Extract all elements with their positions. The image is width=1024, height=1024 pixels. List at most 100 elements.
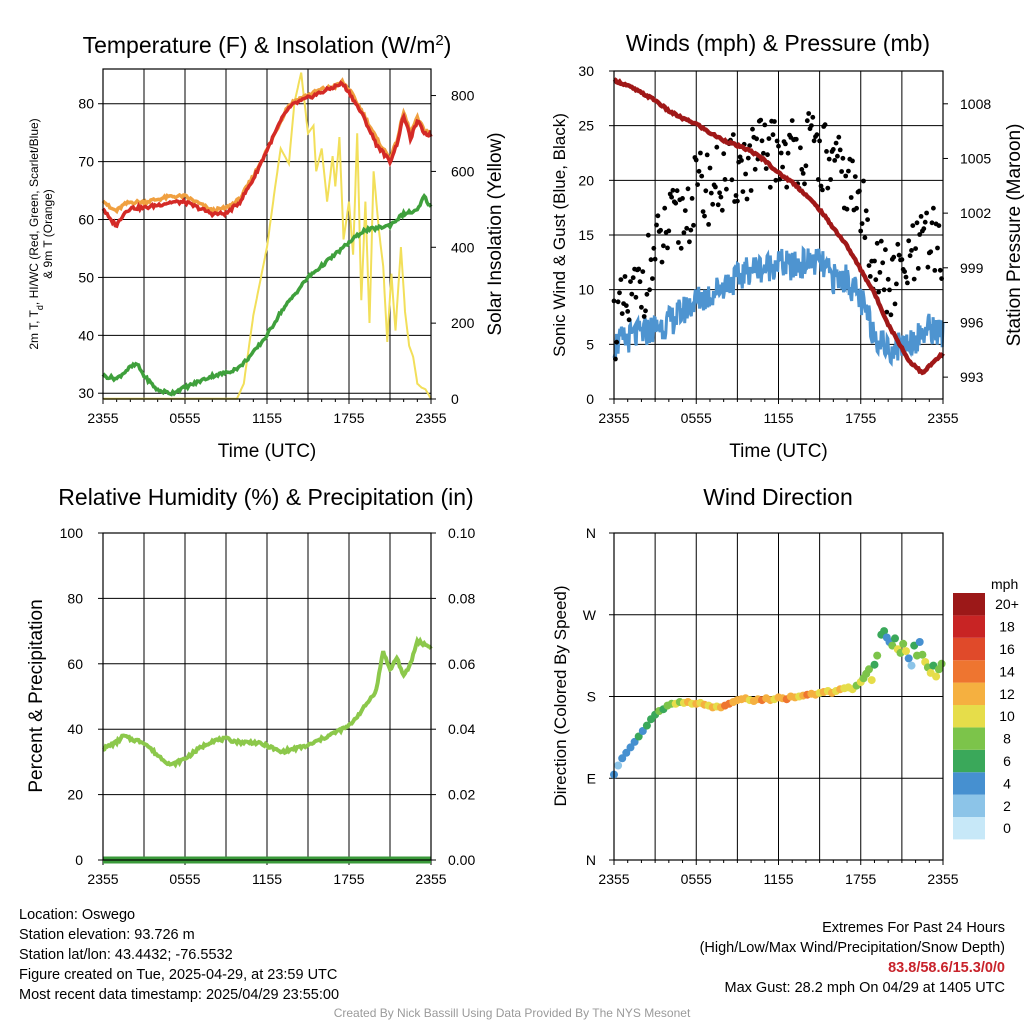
colorbar-swatch xyxy=(953,727,985,750)
chart-title: Wind Direction xyxy=(703,484,853,510)
gust-point xyxy=(743,171,748,177)
gust-point xyxy=(623,303,629,308)
gust-point xyxy=(637,279,643,285)
gust-point xyxy=(937,267,943,273)
y2-tick-label: 0 xyxy=(451,391,459,407)
gust-point xyxy=(747,143,753,149)
gust-point xyxy=(745,155,751,161)
gust-point xyxy=(647,287,652,293)
station-info: Location: Oswego Station elevation: 93.7… xyxy=(19,905,339,1005)
gust-point xyxy=(932,268,938,273)
x-tick-label: 1755 xyxy=(845,871,876,887)
gust-point xyxy=(762,122,768,128)
figure-created: Figure created on Tue, 2025-04-29, at 23… xyxy=(19,967,338,983)
gust-point xyxy=(911,276,917,282)
gust-point xyxy=(885,276,891,282)
gust-point xyxy=(852,174,858,180)
gust-point xyxy=(826,156,832,162)
x-tick-label: 1755 xyxy=(333,871,364,887)
y2-axis-label: Solar Insolation (Yellow) xyxy=(485,132,506,335)
gust-point xyxy=(840,155,846,161)
x-tick-label: 0555 xyxy=(681,871,712,887)
gust-point xyxy=(925,264,931,270)
direction-point xyxy=(618,754,627,763)
gust-point xyxy=(619,311,625,316)
y-tick-label: N xyxy=(586,525,596,541)
gust-point xyxy=(848,195,854,200)
gust-point xyxy=(884,309,890,315)
y-tick-label: 60 xyxy=(67,656,83,672)
gust-point xyxy=(866,263,872,268)
x-tick-label: 2355 xyxy=(415,871,446,887)
y-tick-label: 80 xyxy=(78,96,94,112)
x-tick-label: 0555 xyxy=(169,410,200,426)
gust-point xyxy=(936,223,942,229)
gust-point xyxy=(802,181,807,187)
extremes-subtitle: (High/Low/Max Wind/Precipitation/Snow De… xyxy=(699,940,1005,956)
recent-timestamp: Most recent data timestamp: 2025/04/29 2… xyxy=(19,987,340,1003)
direction-point xyxy=(918,650,927,659)
panel-1: 2355 0555 1155 1755 2355 Time (UTC) 30 40 50 60 70… xyxy=(27,32,506,463)
chart-title: Relative Humidity (%) & Precipitation (i… xyxy=(58,484,473,510)
direction-point xyxy=(880,627,889,636)
gust-point xyxy=(650,276,655,281)
gust-point xyxy=(680,196,685,201)
gust-point xyxy=(615,299,621,305)
y-axis-label: Percent & Precipitation xyxy=(26,599,47,792)
colorbar-label: 12 xyxy=(999,686,1015,702)
y2-tick-label: 996 xyxy=(960,314,984,330)
gust-point xyxy=(814,132,820,138)
x-tick-label: 1755 xyxy=(333,410,364,426)
gust-point xyxy=(880,260,886,266)
gust-point xyxy=(895,241,901,247)
gust-point xyxy=(744,196,750,202)
gust-point xyxy=(922,219,928,225)
gust-point xyxy=(630,275,636,281)
gust-point xyxy=(661,243,666,249)
y-tick-label: 20 xyxy=(578,172,594,188)
colorbar-swatch xyxy=(953,615,985,638)
direction-point xyxy=(867,676,876,685)
gust-point xyxy=(654,222,659,228)
gust-point xyxy=(800,171,806,176)
y2-tick-label: 600 xyxy=(451,163,475,179)
gust-point xyxy=(682,208,688,214)
colorbar-swatch xyxy=(953,593,985,616)
gust-point xyxy=(733,193,739,198)
gust-point xyxy=(696,168,702,174)
credit-line: Created By Nick Bassill Using Data Provi… xyxy=(333,1006,691,1020)
gust-point xyxy=(644,291,650,297)
y-tick-label: 40 xyxy=(78,327,94,343)
direction-point xyxy=(932,672,941,681)
gust-point xyxy=(873,277,879,283)
gust-point xyxy=(659,259,665,265)
gust-point xyxy=(828,177,833,182)
y-tick-label: S xyxy=(587,689,596,705)
gust-point xyxy=(785,150,791,156)
gust-point xyxy=(729,177,735,183)
gust-point xyxy=(867,274,873,279)
direction-point xyxy=(634,732,643,741)
gust-point xyxy=(894,281,899,287)
direction-point xyxy=(865,665,873,674)
y-tick-label: 10 xyxy=(578,282,594,298)
gust-point xyxy=(784,184,790,190)
gust-point xyxy=(735,198,740,204)
y-tick-label: 40 xyxy=(67,721,83,737)
gust-point xyxy=(765,152,770,158)
y2-tick-label: 0.06 xyxy=(448,656,475,672)
panel-2: 2355 0555 1155 1755 2355 Time (UTC) 0 5 10 15 20 25… xyxy=(550,30,1024,462)
colorbar-swatch xyxy=(953,772,985,795)
y-tick-label: 30 xyxy=(578,63,594,79)
plot-border xyxy=(102,532,432,861)
x-axis-label: Time (UTC) xyxy=(729,441,828,462)
x-tick-label: 0555 xyxy=(681,410,712,426)
gust-point xyxy=(761,150,766,156)
gust-point xyxy=(669,194,674,200)
gust-point xyxy=(625,309,631,314)
y2-tick-label: 0.08 xyxy=(448,590,475,606)
colorbar-label: 2 xyxy=(1003,798,1011,814)
chart-title: Temperature (F) & Insolation (W/m2) xyxy=(83,32,452,59)
gust-point xyxy=(670,187,676,193)
